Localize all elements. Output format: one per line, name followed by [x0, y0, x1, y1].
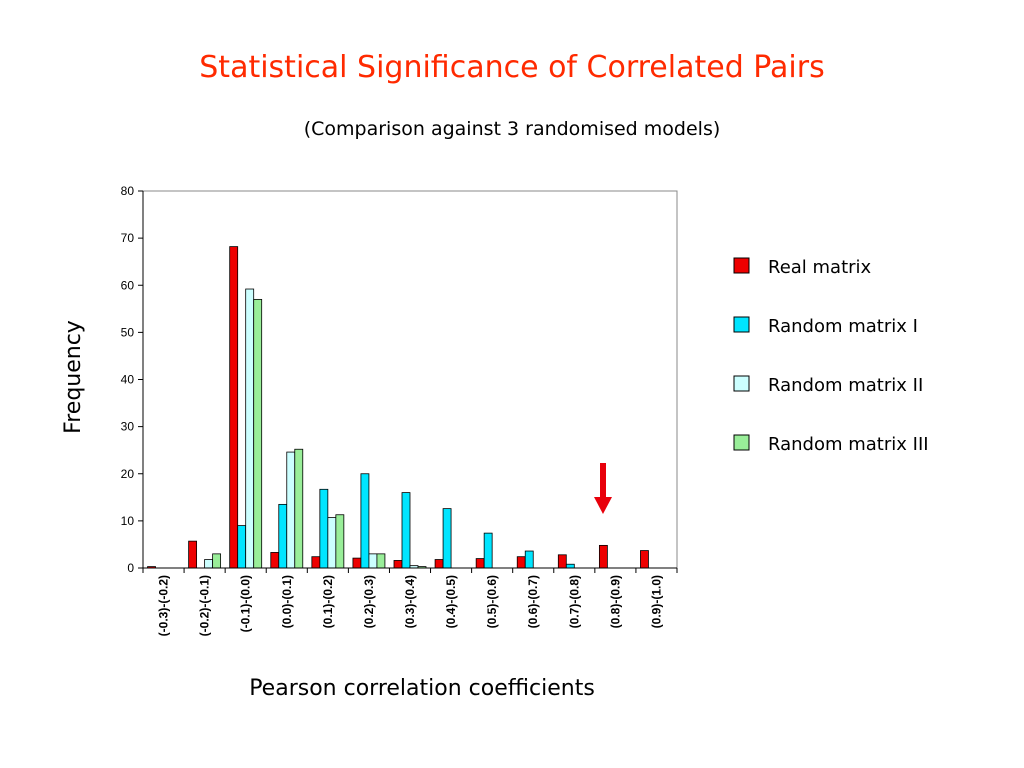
legend-swatch	[733, 316, 750, 333]
bar	[311, 556, 321, 569]
x-tick-label: (-0.3)-(-0.2)	[157, 575, 171, 636]
y-tick-label: 70	[121, 231, 135, 245]
bar	[393, 560, 403, 569]
bar	[204, 559, 214, 569]
x-tick-label: (0.6)-(0.7)	[526, 575, 540, 628]
bar	[229, 246, 239, 569]
bar	[442, 508, 452, 569]
bar	[401, 492, 411, 569]
x-tick-label: (0.4)-(0.5)	[444, 575, 458, 628]
legend-label: Random matrix I	[768, 316, 918, 337]
bar	[237, 525, 247, 569]
x-axis-title: Pearson correlation coefficients	[249, 676, 595, 701]
y-tick-label: 50	[121, 325, 135, 339]
bar	[565, 563, 575, 569]
bar	[294, 448, 304, 569]
x-tick-label: (0.8)-(0.9)	[608, 575, 622, 628]
y-tick-label: 60	[121, 278, 135, 292]
bar	[557, 554, 567, 569]
y-axis-title: Frequency	[61, 320, 86, 434]
legend-swatch	[733, 375, 750, 392]
x-tick-label: (0.9)-(1.0)	[649, 575, 663, 628]
bar	[212, 553, 222, 569]
legend-label: Real matrix	[768, 257, 872, 278]
bar	[475, 558, 485, 569]
bar	[245, 288, 255, 569]
bar	[253, 298, 263, 569]
slide-subtitle: (Comparison against 3 randomised models)	[303, 118, 721, 140]
bar	[434, 559, 444, 569]
legend-label: Random matrix III	[768, 434, 929, 455]
y-tick-label: 40	[121, 373, 135, 387]
x-tick-label: (-0.1)-(0.0)	[239, 575, 253, 632]
y-tick-label: 20	[121, 467, 135, 481]
y-tick-label: 80	[121, 184, 135, 198]
legend-swatch	[733, 257, 750, 274]
bar	[360, 473, 370, 569]
bars-layer	[147, 246, 649, 569]
legend-label: Random matrix II	[768, 375, 923, 396]
x-tick-label: (0.1)-(0.2)	[321, 575, 335, 628]
bar	[352, 557, 362, 569]
legend: Real matrix Random matrix I Random matrix …	[733, 257, 929, 455]
x-tick-label: (-0.2)-(-0.1)	[198, 575, 212, 636]
bar	[278, 503, 288, 569]
significance-arrow	[594, 463, 612, 514]
y-tick-label: 30	[121, 420, 135, 434]
bar	[598, 544, 608, 569]
bar	[483, 532, 493, 569]
bar	[524, 550, 534, 569]
x-tick-label: (0.3)-(0.4)	[403, 575, 417, 628]
bar	[319, 488, 329, 569]
legend-swatch	[733, 434, 750, 451]
bar	[188, 540, 198, 569]
x-tick-label: (0.2)-(0.3)	[362, 575, 376, 628]
bar	[286, 451, 296, 569]
bar	[327, 517, 337, 569]
x-tick-label: (0.0)-(0.1)	[280, 575, 294, 628]
y-tick-label: 10	[121, 514, 135, 528]
bar	[376, 553, 386, 569]
x-tick-label: (0.7)-(0.8)	[567, 575, 581, 628]
bar	[270, 552, 280, 569]
bar	[640, 550, 649, 569]
bar	[335, 514, 345, 569]
x-tick-label: (0.5)-(0.6)	[485, 575, 499, 628]
y-tick-label: 0	[127, 561, 134, 575]
slide-title: Statistical Significance of Correlated P…	[199, 50, 825, 85]
axis-layer: 0 10 20 30 40 50 60 70 80 (-0.3)-(-0.2) (-0.2)-(-0…	[121, 184, 678, 636]
bar	[368, 553, 378, 569]
bar	[516, 556, 526, 569]
